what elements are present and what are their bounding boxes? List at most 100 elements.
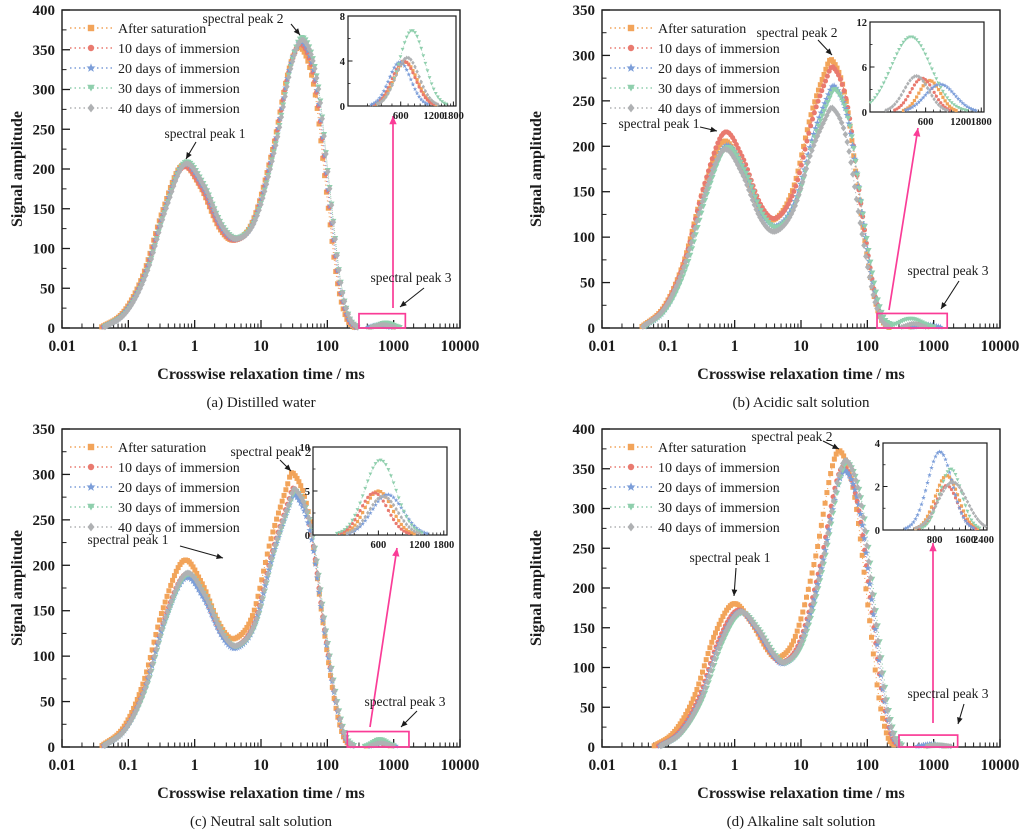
panel-caption: (d) Alkaline salt solution — [727, 814, 876, 830]
panel-d-alkaline-salt-solution: 0.01 0.1 1 10 100 1000 10000 0 50 100 150 200 250 300… — [528, 422, 1020, 830]
legend-item: 20 days of immersion — [610, 62, 780, 77]
x-tick-label: 0.1 — [659, 757, 678, 774]
y-tick-label: 200 — [573, 581, 596, 597]
y-tick-label: 0 — [48, 740, 56, 756]
y-tick-label: 300 — [33, 83, 56, 99]
y-axis-label: Signal amplitude — [528, 111, 545, 227]
y-tick-label: 150 — [33, 604, 56, 620]
x-axis-label: Crosswise relaxation time / ms — [697, 366, 904, 383]
y-tick-label: 100 — [33, 649, 56, 665]
series-curves — [651, 448, 954, 750]
y-tick-label: 50 — [40, 695, 55, 711]
axes: 0.01 0.1 1 10 100 1000 10000 0 50 100 150 200 250 300… — [9, 3, 480, 411]
highlight-rect — [898, 734, 959, 748]
x-tick-label: 0.1 — [119, 338, 138, 355]
y-tick-label: 0 — [588, 321, 596, 337]
y-tick-label: 400 — [573, 422, 596, 438]
x-tick-label: 100 — [856, 338, 880, 355]
legend-label: 30 days of immersion — [658, 501, 780, 516]
inset-dotted-line — [905, 83, 976, 111]
inset-pointer-arrow — [888, 127, 921, 311]
legend-item: 30 days of immersion — [610, 501, 780, 516]
annotation-spectral-peak-1: spectral peak 1 — [619, 116, 718, 133]
x-tick-label: 10000 — [981, 757, 1020, 774]
inset-x-label: 1600 — [955, 535, 976, 546]
series-dotted-line — [642, 107, 889, 327]
legend-item: 20 days of immersion — [70, 481, 240, 496]
y-axis-label: Signal amplitude — [528, 530, 545, 646]
legend-label: 10 days of immersion — [118, 42, 240, 57]
x-tick-label: 10000 — [441, 338, 480, 355]
legend-label: After saturation — [658, 441, 746, 456]
annotation-spectral-peak-3: spectral peak 3 — [908, 686, 989, 725]
legend: After saturation 10 days of immersion 20 d… — [70, 441, 240, 536]
inset-pointer-arrow — [929, 543, 937, 723]
legend-label: 30 days of immersion — [118, 501, 240, 516]
y-tick-label: 250 — [33, 122, 56, 138]
y-tick-label: 400 — [33, 3, 56, 19]
x-tick-label: 0.1 — [659, 338, 678, 355]
legend-item: After saturation — [610, 22, 746, 37]
inset-x-label: 600 — [393, 111, 409, 122]
inset-dotted-line — [915, 481, 986, 529]
series-dotted-line — [104, 39, 358, 328]
inset-x-label: 1200 — [423, 111, 444, 122]
inset-y-label: 5 — [305, 487, 310, 498]
annotation-text: spectral peak 3 — [908, 686, 989, 701]
inset-x-label: 800 — [927, 535, 943, 546]
legend-item: 20 days of immersion — [610, 481, 780, 496]
annotation-spectral-peak-1: spectral peak 1 — [88, 532, 224, 560]
y-axis-label: Signal amplitude — [9, 530, 26, 646]
x-tick-label: 0.1 — [119, 757, 138, 774]
inset-y-label: 6 — [862, 63, 867, 74]
inset-y-label: 10 — [300, 443, 311, 454]
legend-label: 10 days of immersion — [118, 461, 240, 476]
legend-label: 20 days of immersion — [118, 62, 240, 77]
legend-label: After saturation — [118, 22, 206, 37]
legend-label: 10 days of immersion — [658, 42, 780, 57]
legend-item: 10 days of immersion — [70, 461, 240, 476]
series-dotted-line — [101, 46, 355, 328]
panel-caption: (c) Neutral salt solution — [190, 814, 333, 830]
inset-y-label: 4 — [875, 439, 881, 450]
annotation-spectral-peak-3: spectral peak 3 — [365, 694, 446, 728]
inset-x-label: 1200 — [950, 117, 971, 128]
panel-caption: (a) Distilled water — [206, 395, 315, 411]
pink-arrow-line — [888, 127, 919, 311]
legend-item: 20 days of immersion — [70, 62, 240, 77]
legend-label: 20 days of immersion — [658, 481, 780, 496]
inset-y-label: 0 — [875, 526, 880, 537]
y-tick-label: 350 — [33, 43, 56, 59]
annotation-text: spectral peak 1 — [88, 532, 169, 547]
inset-y-label: 0 — [862, 108, 867, 119]
x-tick-label: 10 — [793, 757, 809, 774]
y-tick-label: 250 — [33, 513, 56, 529]
y-tick-label: 100 — [573, 661, 596, 677]
y-tick-label: 200 — [33, 162, 56, 178]
inset-series-diamond — [375, 55, 440, 107]
legend-item: 30 days of immersion — [70, 501, 240, 516]
y-tick-label: 250 — [573, 541, 596, 557]
inset-series-star — [903, 449, 976, 531]
y-tick-label: 0 — [48, 321, 56, 337]
inset-dotted-line — [885, 75, 948, 111]
y-tick-label: 0 — [588, 740, 596, 756]
annotation-text: spectral peak 2 — [231, 444, 312, 459]
inset-dotted-line — [373, 60, 434, 105]
inset-y-label: 12 — [857, 18, 868, 29]
legend-item: 10 days of immersion — [70, 42, 240, 57]
y-axis-label: Signal amplitude — [9, 111, 26, 227]
annotation-text: spectral peak 3 — [371, 270, 452, 285]
panel-b-acidic-salt-solution: 0.01 0.1 1 10 100 1000 10000 0 50 100 150 200 250 300… — [528, 3, 1020, 411]
legend-item: After saturation — [610, 441, 746, 456]
series-diamond — [102, 36, 398, 331]
legend-label: 10 days of immersion — [658, 461, 780, 476]
y-tick-label: 200 — [573, 139, 596, 155]
legend-item: After saturation — [70, 22, 206, 37]
inset-x-label: 2400 — [973, 535, 994, 546]
annotation-spectral-peak-2: spectral peak 2 — [757, 25, 837, 56]
series-diamond — [101, 485, 396, 750]
y-tick-label: 250 — [573, 94, 596, 110]
annotation-arrow-line — [179, 545, 224, 559]
